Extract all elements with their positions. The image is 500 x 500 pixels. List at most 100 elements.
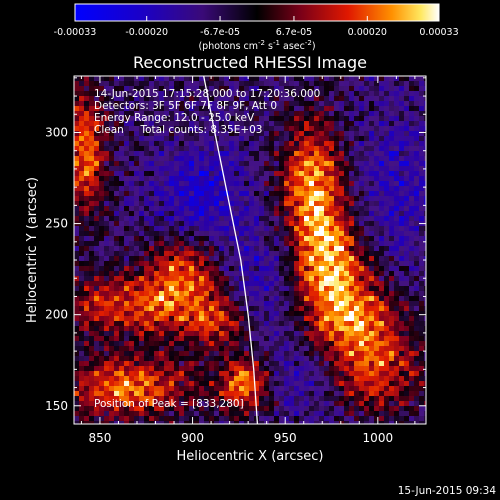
heatmap-cell [104,341,110,347]
heatmap-cell [204,106,210,112]
heatmap-cell [314,351,320,357]
heatmap-cell [104,161,110,167]
heatmap-cell [279,361,285,367]
heatmap-cell [194,291,200,297]
heatmap-cell [174,166,180,172]
heatmap-cell [409,341,415,347]
heatmap-cell [184,206,190,212]
heatmap-cell [129,226,135,232]
heatmap-cell [399,336,405,342]
heatmap-cell [99,186,105,192]
heatmap-cell [214,421,220,424]
heatmap-cell [419,416,425,422]
heatmap-cell [279,416,285,422]
heatmap-cell [169,191,175,197]
heatmap-cell [169,221,175,227]
heatmap-cell [359,341,365,347]
heatmap-cell [419,311,425,317]
heatmap-cell [364,411,370,417]
heatmap-cell [369,266,375,272]
heatmap-cell [334,396,340,402]
heatmap-cell [304,356,310,362]
heatmap-cell [104,256,110,262]
heatmap-cell [249,421,255,424]
heatmap-cell [329,396,335,402]
heatmap-cell [119,326,125,332]
heatmap-cell [214,151,220,157]
heatmap-cell [224,211,230,217]
heatmap-cell [279,156,285,162]
heatmap-cell [219,331,225,337]
heatmap-cell [199,391,205,397]
heatmap-cell [364,401,370,407]
heatmap-cell [279,266,285,272]
heatmap-cell [129,301,135,307]
heatmap-cell [319,136,325,142]
heatmap-cell [264,266,270,272]
heatmap-cell [399,121,405,127]
heatmap-cell [359,331,365,337]
heatmap-cell [409,116,415,122]
heatmap-cell [109,246,115,252]
heatmap-cell [229,386,235,392]
heatmap-cell [179,121,185,127]
heatmap-cell [89,311,95,317]
heatmap-cell [399,216,405,222]
heatmap-cell [374,296,380,302]
heatmap-cell [319,391,325,397]
heatmap-cell [379,336,385,342]
heatmap-cell [94,126,100,132]
heatmap-cell [369,256,375,262]
heatmap-cell [264,296,270,302]
heatmap-cell [344,311,350,317]
heatmap-cell [234,226,240,232]
heatmap-cell [239,186,245,192]
heatmap-cell [229,261,235,267]
heatmap-cell [309,241,315,247]
heatmap-cell [399,316,405,322]
heatmap-cell [214,416,220,422]
heatmap-cell [119,126,125,132]
heatmap-cell [134,406,140,412]
heatmap-cell [334,166,340,172]
heatmap-cell [169,331,175,337]
heatmap-cell [214,206,220,212]
heatmap-cell [349,291,355,297]
heatmap-cell [154,156,160,162]
heatmap-cell [329,361,335,367]
heatmap-cell [404,291,410,297]
heatmap-cell [109,221,115,227]
heatmap-cell [179,306,185,312]
heatmap-cell [104,226,110,232]
heatmap-cell [184,306,190,312]
heatmap-cell [254,306,260,312]
heatmap-cell [114,291,120,297]
heatmap-cell [339,86,345,92]
heatmap-cell [294,236,300,242]
heatmap-cell [339,116,345,122]
heatmap-cell [309,261,315,267]
heatmap-cell [124,296,130,302]
heatmap-cell [159,211,165,217]
heatmap-cell [224,406,230,412]
heatmap-cell [119,161,125,167]
heatmap-cell [284,106,290,112]
heatmap-cell [284,76,290,82]
heatmap-cell [384,176,390,182]
heatmap-cell [364,296,370,302]
heatmap-cell [94,411,100,417]
heatmap-cell [254,126,260,132]
heatmap-cell [284,311,290,317]
heatmap-cell [409,276,415,282]
heatmap-cell [74,106,80,112]
heatmap-cell [324,286,330,292]
heatmap-cell [369,116,375,122]
heatmap-cell [119,376,125,382]
heatmap-cell [159,371,165,377]
heatmap-cell [174,361,180,367]
heatmap-cell [414,356,420,362]
heatmap-cell [384,121,390,127]
heatmap-cell [409,201,415,207]
heatmap-cell [174,306,180,312]
heatmap-cell [319,376,325,382]
